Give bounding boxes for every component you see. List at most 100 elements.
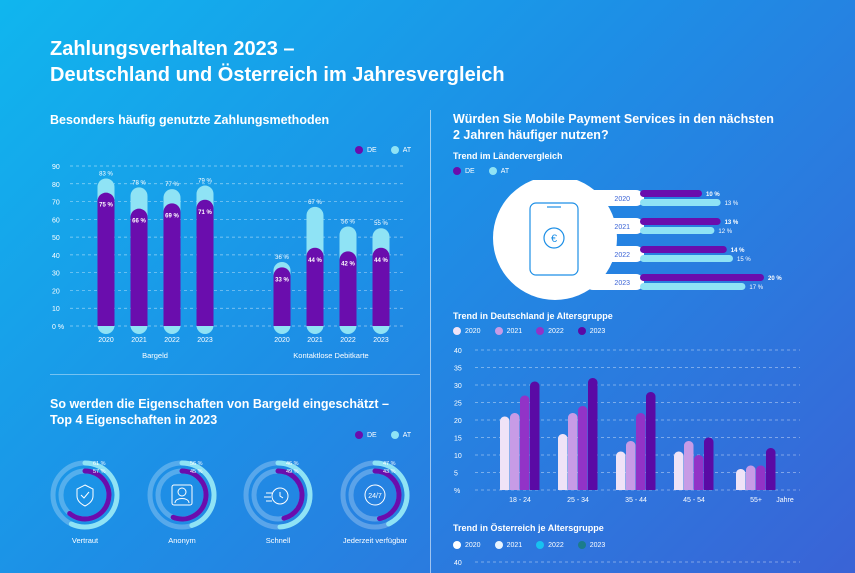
trend-country-title: Trend im Ländervergleich — [453, 151, 563, 161]
trend-de-age-title: Trend in Deutschland je Altersgruppe — [453, 311, 613, 321]
bar-2023 — [766, 448, 776, 490]
legend-label: 2021 — [506, 541, 523, 549]
y-tick-label: 40 — [52, 253, 60, 260]
bar-de — [640, 218, 721, 225]
data-label-de: 13 % — [725, 220, 739, 226]
bar-2020 — [616, 451, 626, 490]
ring-at — [372, 460, 410, 527]
y-tick-label: 40 — [454, 560, 462, 567]
ring-de — [67, 468, 112, 522]
euro-icon — [543, 227, 565, 249]
legend-label: 2022 — [548, 327, 564, 335]
data-label-at: 83 % — [99, 171, 113, 177]
x-tick-label: 25 - 34 — [567, 497, 589, 504]
clock-circle — [364, 484, 386, 506]
x-tick-label: 18 - 24 — [509, 497, 531, 504]
y-tick-label: 25 — [454, 401, 462, 408]
legend-at: AT — [390, 146, 412, 154]
x-tick-label: 2020 — [98, 337, 114, 344]
bar-de-base — [273, 317, 291, 326]
y-tick-label: 20 — [454, 418, 462, 425]
legend-de-label: DE — [367, 146, 377, 154]
legend-label: 2021 — [506, 327, 523, 335]
eigenschaften-legend: DE AT — [355, 431, 411, 439]
legend-de-label: DE — [367, 431, 377, 439]
eigenschaften-title-line1: So werden die Eigenschaften von Bargeld … — [50, 397, 389, 411]
legend-at-label: AT — [402, 146, 412, 154]
bar-2021 — [746, 465, 756, 490]
y-tick-label: 35 — [454, 366, 462, 373]
legend-label: 2023 — [589, 327, 606, 335]
stopwatch-icon — [264, 487, 289, 505]
frame-shape — [171, 484, 193, 506]
y-tick-label: 50 — [52, 235, 60, 242]
bar-2022 — [756, 465, 766, 490]
y-tick-label: 15 — [454, 436, 462, 443]
methods-title: Besonders häufig genutzte Zahlungsmethod… — [50, 113, 330, 127]
bar-base-2021 — [568, 485, 578, 490]
bar-base-2023 — [766, 485, 776, 490]
legend-de: DE — [355, 431, 377, 439]
mobile-legend: DE AT — [453, 167, 509, 175]
legend-item-2020: 2020 — [453, 541, 481, 549]
bar-2022 — [636, 413, 646, 490]
y-tick-label: 80 — [52, 182, 60, 189]
bar-de — [163, 203, 181, 326]
phone-circle — [493, 180, 617, 300]
x-tick-label: 45 - 54 — [683, 497, 705, 504]
data-label-de: 69 % — [165, 213, 179, 219]
phone-icon — [529, 202, 579, 276]
ring-label-at: 45 % — [190, 469, 203, 475]
group-label: Bargeld — [142, 351, 168, 360]
year-pill — [585, 190, 644, 206]
y-tick-label: % — [454, 488, 460, 495]
bar-de-base — [306, 317, 324, 326]
data-label-de: 44 % — [374, 258, 388, 264]
legend-swatch — [577, 327, 586, 335]
year-pill — [585, 246, 644, 262]
data-label-at: 12 % — [718, 229, 732, 235]
bar-at — [640, 227, 715, 234]
person-icon — [171, 484, 193, 506]
bar-de — [196, 199, 214, 326]
bar-de-base — [372, 317, 390, 326]
data-label-de: 75 % — [99, 203, 113, 209]
legend-swatch — [536, 327, 545, 335]
data-label-at: 77 % — [165, 182, 179, 188]
legend-swatch — [494, 327, 503, 335]
bar-2022 — [578, 406, 588, 490]
ring-de — [372, 468, 402, 522]
y-tick-label: 20 — [52, 288, 60, 295]
data-label-de: 44 % — [308, 258, 322, 264]
year-pill — [585, 274, 644, 290]
bar-at — [640, 199, 721, 206]
x-tick-label: 35 - 44 — [625, 497, 647, 504]
page-title-line1: Zahlungsverhalten 2023 – — [50, 38, 295, 60]
methods-chart: 0 % 10 20 30 40 50 60 70 80 90 83 % 75 % 2020 78 % 66 … — [52, 164, 405, 360]
bar-base-2022 — [578, 485, 588, 490]
bar-2020 — [558, 434, 568, 490]
clock-text: 24/7 — [368, 493, 382, 500]
ring-label-at: 43 % — [383, 469, 396, 475]
eigenschaften-title-line2: Top 4 Eigenschaften in 2023 — [50, 413, 218, 427]
bar-2021 — [510, 413, 520, 490]
data-label-de: 71 % — [198, 210, 212, 216]
bar-base-2021 — [626, 485, 636, 490]
data-label-at: 79 % — [198, 179, 212, 185]
bar-2023 — [704, 437, 714, 490]
bar-2022 — [694, 455, 704, 490]
watch-hands — [264, 492, 284, 502]
watch-face — [271, 487, 289, 505]
y-tick-label: 70 — [52, 200, 60, 207]
legend-swatch — [536, 541, 545, 549]
legend-at: AT — [488, 167, 509, 175]
year-label: 2023 — [614, 280, 630, 287]
eigenschaften-chart: 61 % 57 % Vertraut 56 % 45 % Anonym 46 % 49 % Sc… — [50, 460, 410, 545]
bar-base-2023 — [646, 485, 656, 490]
bar-de-base — [163, 317, 181, 326]
y-tick-label: 40 — [454, 348, 462, 355]
bar-2020 — [736, 469, 746, 490]
legend-item-2021: 2021 — [494, 327, 523, 335]
bar-base-2023 — [704, 485, 714, 490]
body-shape — [174, 498, 190, 504]
